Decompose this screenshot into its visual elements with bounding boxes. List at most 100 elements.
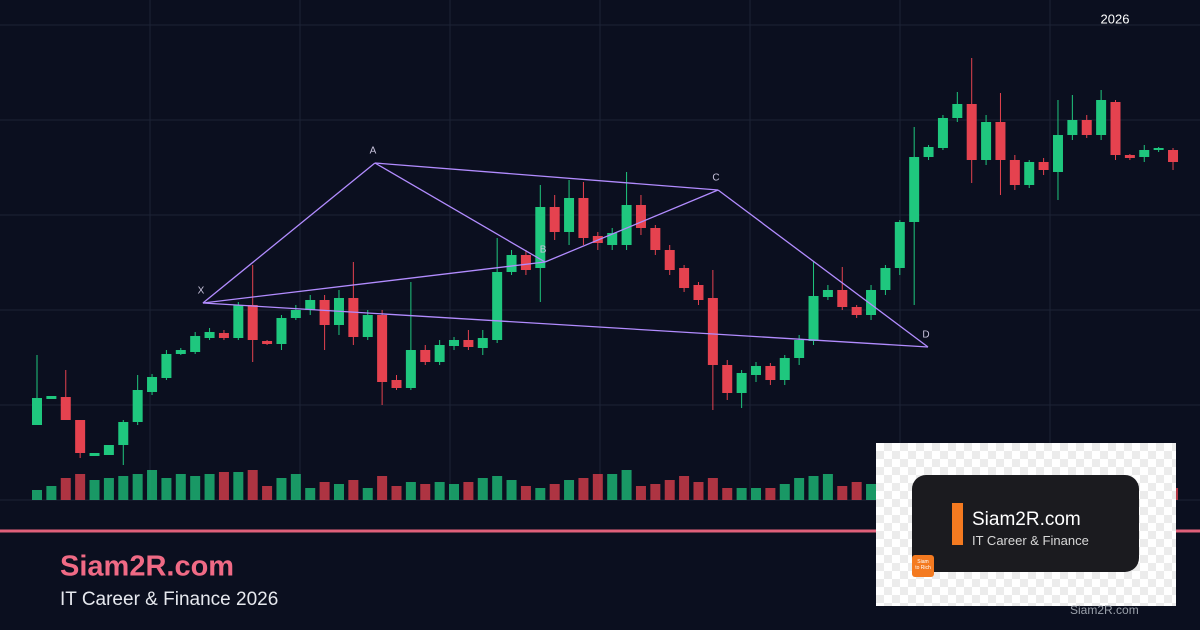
pattern-label: B (540, 245, 547, 256)
candle-body (492, 272, 503, 340)
candle-body (1110, 102, 1121, 155)
volume-bar (204, 474, 215, 500)
candle-body (736, 373, 747, 393)
candle-body (607, 233, 618, 245)
pattern-line (544, 189, 719, 263)
candle-body (880, 268, 891, 290)
candle-body (103, 445, 114, 455)
candle-body (822, 290, 833, 297)
volume-bar (822, 474, 833, 500)
volume-bar (161, 478, 172, 500)
candle-body (348, 298, 359, 337)
candle-body (60, 397, 71, 420)
candle-body (391, 380, 402, 388)
year-label: 2026 (1101, 11, 1130, 26)
volume-bar (434, 482, 445, 500)
candle-body (247, 305, 258, 340)
logo-panel: Siam2R.com IT Career & Finance (912, 475, 1139, 572)
candle-body (46, 396, 57, 399)
pattern-label: A (370, 146, 377, 157)
volume-bar (751, 488, 761, 500)
logo-badge: Siam to Rich (912, 555, 934, 577)
candle-body (808, 296, 819, 341)
candle-body (866, 290, 877, 315)
candle-body (909, 157, 920, 222)
volume-bar (449, 484, 460, 500)
candle-body (650, 228, 661, 250)
pattern-label: D (922, 330, 929, 341)
volume-bar (679, 476, 690, 500)
candle-body (966, 104, 977, 160)
volume-bar (492, 476, 503, 500)
candle-body (679, 268, 690, 288)
candle-body (794, 340, 805, 358)
logo-tagline: IT Career & Finance (972, 533, 1089, 548)
candle-body (276, 318, 287, 344)
candle-body (75, 420, 86, 453)
volume-bar (405, 482, 416, 500)
candle-body (952, 104, 963, 118)
candle-body (1153, 148, 1164, 150)
candle-body (535, 207, 546, 268)
pattern-line (202, 302, 929, 348)
volume-bar (32, 490, 42, 500)
candle-body (937, 118, 948, 148)
candle-body (981, 122, 992, 160)
volume-bar (218, 472, 229, 500)
candle-body (233, 305, 244, 338)
volume-bar (578, 478, 589, 500)
watermark: Siam2R.com (1070, 603, 1139, 617)
candle-body (1038, 162, 1049, 170)
candle-body (132, 390, 143, 422)
candle-body (175, 350, 186, 354)
pattern-line (374, 162, 546, 263)
candle-body (635, 205, 646, 228)
volume-bar (362, 488, 373, 500)
candle-body (420, 350, 431, 362)
candle-body (218, 333, 229, 338)
volume-bar (535, 488, 546, 500)
volume-bar (851, 482, 862, 500)
candle-body (923, 147, 934, 157)
candle-body (506, 255, 517, 272)
candle-body (578, 198, 589, 238)
volume-bar (635, 486, 646, 500)
volume-bar (132, 474, 143, 500)
volume-bar (147, 470, 158, 500)
candle-body (621, 205, 632, 245)
candle-body (449, 340, 460, 346)
volume-bar (837, 486, 848, 500)
candle-body (262, 341, 273, 344)
volume-bar (420, 484, 431, 500)
candle-body (549, 207, 560, 232)
volume-bar (866, 484, 877, 500)
volume-bar (377, 476, 388, 500)
volume-bar (477, 478, 488, 500)
candle-body (664, 250, 675, 270)
candle-body (779, 358, 790, 380)
candle-body (377, 315, 388, 382)
candle-body (520, 255, 531, 270)
vertical-grid (149, 0, 1051, 500)
volume-bar (592, 474, 603, 500)
volume-bar (722, 488, 733, 500)
candle-body (89, 453, 100, 456)
volume-bar (391, 486, 402, 500)
candle-body (290, 310, 301, 318)
logo-card: Siam2R.com IT Career & Finance Siam to R… (876, 443, 1176, 606)
candle-body (161, 354, 172, 378)
candle-body (1081, 120, 1092, 135)
candle-body (1124, 155, 1135, 158)
volume-bar (621, 470, 632, 500)
candle-body (765, 366, 776, 380)
volume-bar (707, 478, 718, 500)
volume-bar (520, 486, 531, 500)
candle-body (204, 332, 215, 338)
volume-bar (564, 480, 575, 500)
volume-bar (319, 482, 330, 500)
logo-name: Siam2R.com (972, 509, 1081, 530)
volume-bar (650, 484, 661, 500)
volume-bar (463, 482, 474, 500)
candle-body (147, 377, 158, 392)
candle-body (118, 422, 129, 445)
